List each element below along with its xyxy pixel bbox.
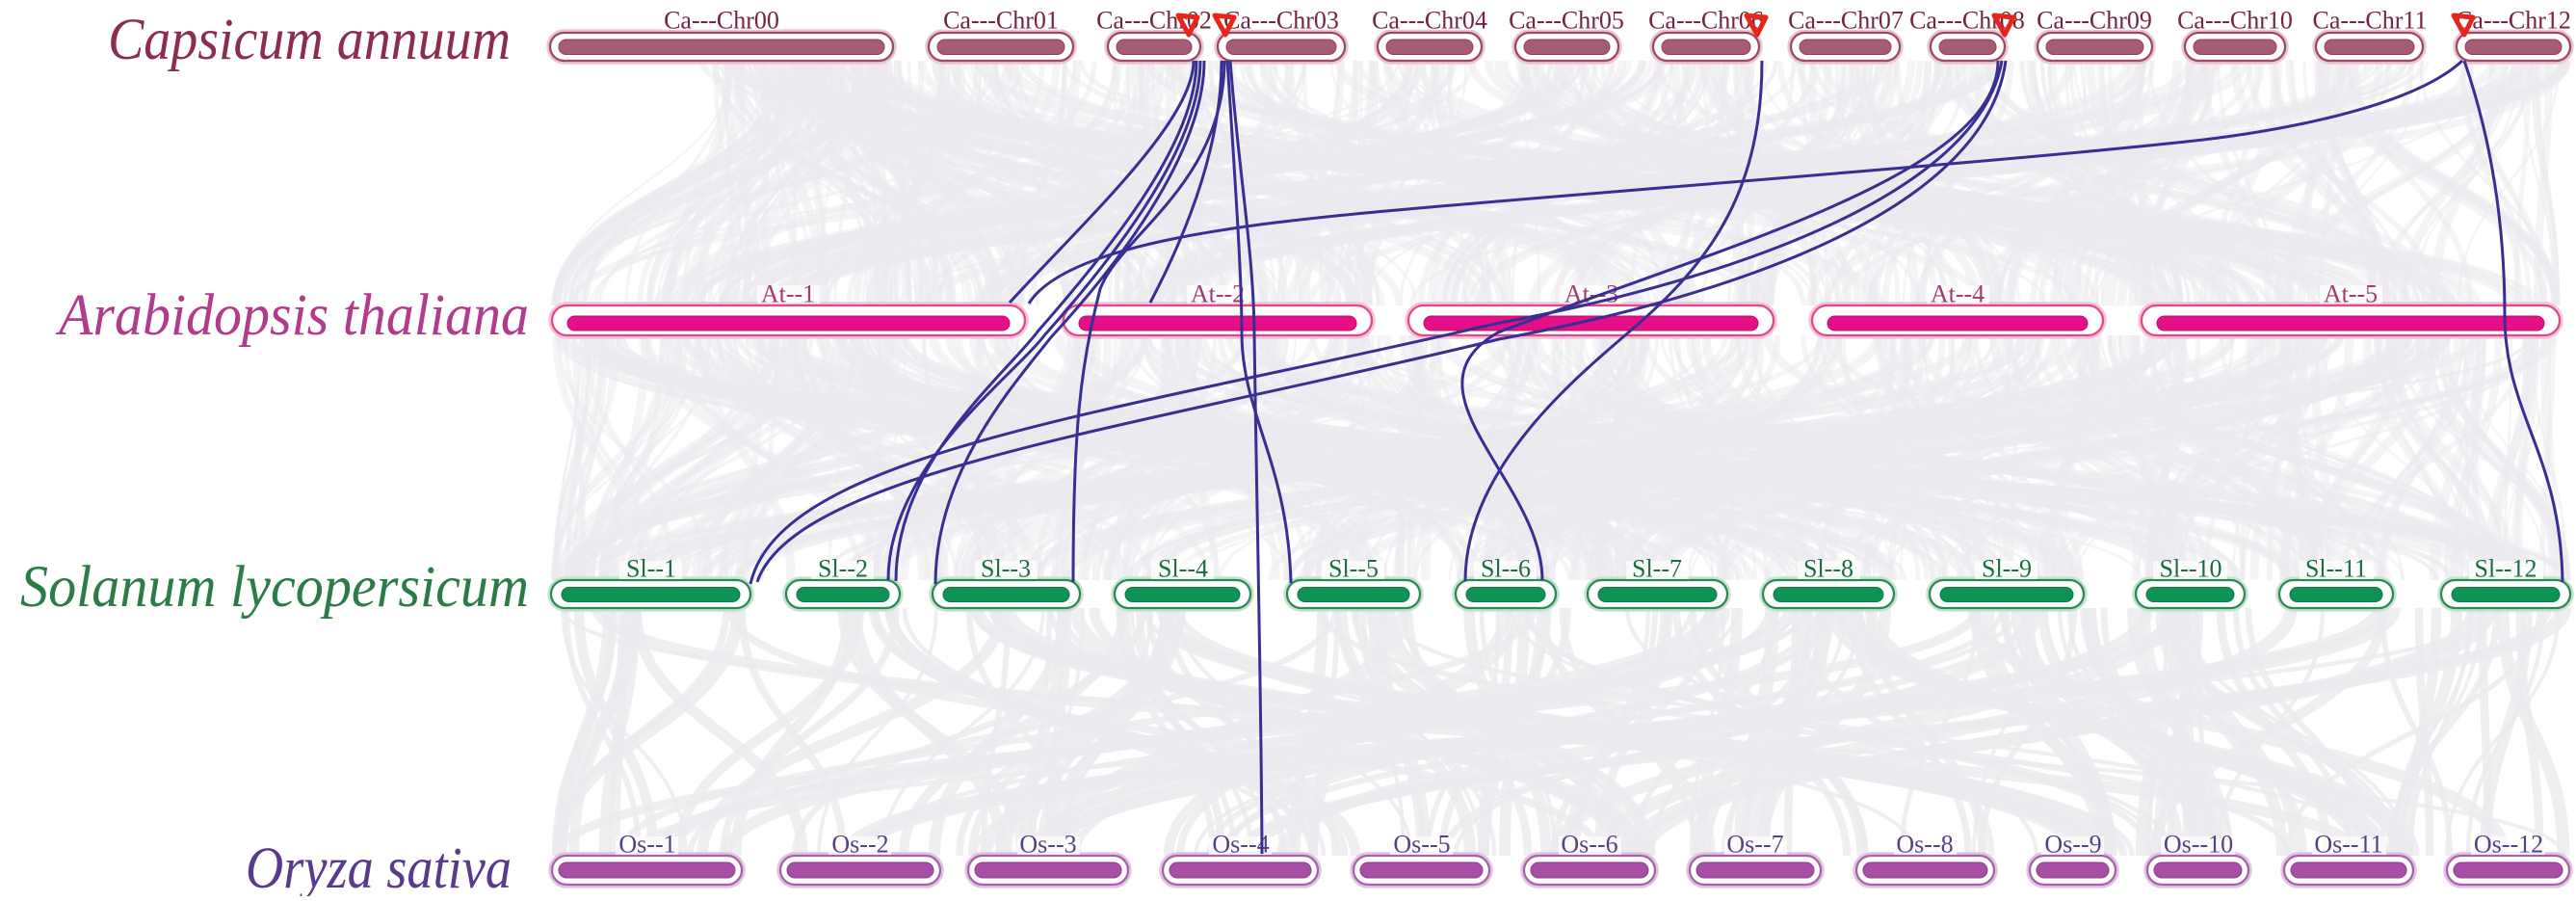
svg-text:Sl--11: Sl--11 <box>2305 555 2367 583</box>
svg-text:At--1: At--1 <box>761 280 815 308</box>
svg-text:Ca---Chr03: Ca---Chr03 <box>1223 7 1339 35</box>
svg-text:Sl--3: Sl--3 <box>981 555 1031 583</box>
svg-text:Sl--6: Sl--6 <box>1481 555 1531 583</box>
svg-text:Sl--9: Sl--9 <box>1982 555 2032 583</box>
svg-text:Sl--12: Sl--12 <box>2475 555 2537 583</box>
svg-text:Sl--2: Sl--2 <box>818 555 868 583</box>
svg-text:Ca---Chr00: Ca---Chr00 <box>664 7 779 35</box>
svg-text:Ca---Chr10: Ca---Chr10 <box>2177 7 2293 35</box>
svg-text:Os--6: Os--6 <box>1561 831 1617 859</box>
svg-text:Ca---Chr01: Ca---Chr01 <box>943 7 1059 35</box>
svg-text:Sl--5: Sl--5 <box>1328 555 1379 583</box>
svg-text:Os--8: Os--8 <box>1896 831 1953 859</box>
svg-text:Os--4: Os--4 <box>1212 831 1269 859</box>
svg-text:Ca---Chr05: Ca---Chr05 <box>1509 7 1624 35</box>
svg-text:Os--10: Os--10 <box>2164 831 2233 859</box>
svg-text:Os--3: Os--3 <box>1019 831 1076 859</box>
svg-text:At--2: At--2 <box>1191 280 1245 308</box>
svg-text:Os--2: Os--2 <box>831 831 888 859</box>
svg-text:Os--1: Os--1 <box>618 831 675 859</box>
svg-text:Sl--1: Sl--1 <box>626 555 676 583</box>
svg-text:Capsicum annuum: Capsicum annuum <box>108 8 511 72</box>
svg-text:Arabidopsis thaliana: Arabidopsis thaliana <box>55 283 529 348</box>
svg-text:Oryza sativa: Oryza sativa <box>246 836 512 896</box>
svg-text:Ca---Chr04: Ca---Chr04 <box>1372 7 1487 35</box>
svg-text:Ca---Chr09: Ca---Chr09 <box>2037 7 2152 35</box>
svg-text:Ca---Chr12: Ca---Chr12 <box>2456 7 2571 35</box>
svg-text:At--5: At--5 <box>2324 280 2378 308</box>
svg-text:Sl--7: Sl--7 <box>1632 555 1682 583</box>
svg-text:Ca---Chr06: Ca---Chr06 <box>1648 7 1764 35</box>
svg-text:Ca---Chr07: Ca---Chr07 <box>1788 7 1904 35</box>
svg-text:Os--7: Os--7 <box>1726 831 1783 859</box>
svg-text:Os--11: Os--11 <box>2314 831 2382 859</box>
svg-text:Sl--10: Sl--10 <box>2160 555 2222 583</box>
svg-text:Os--5: Os--5 <box>1393 831 1450 859</box>
svg-text:Os--9: Os--9 <box>2044 831 2101 859</box>
svg-text:At--4: At--4 <box>1931 280 1985 308</box>
svg-text:Sl--4: Sl--4 <box>1158 555 1208 583</box>
svg-text:Os--12: Os--12 <box>2474 831 2543 859</box>
svg-text:Ca---Chr11: Ca---Chr11 <box>2313 7 2428 35</box>
svg-text:Solanum lycopersicum: Solanum lycopersicum <box>20 555 529 620</box>
svg-text:Sl--8: Sl--8 <box>1803 555 1853 583</box>
